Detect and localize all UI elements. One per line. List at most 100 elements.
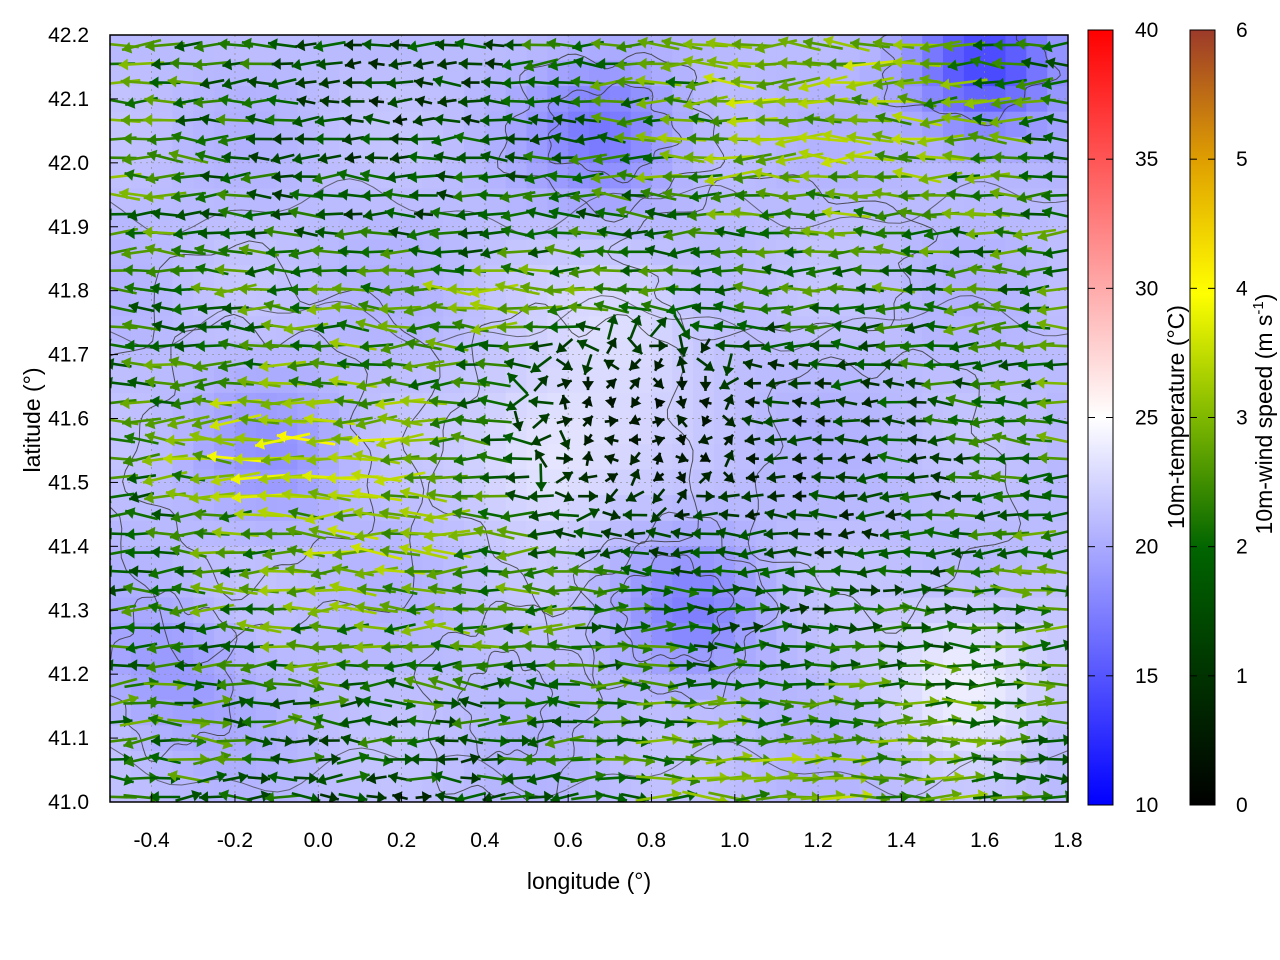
heatmap-cell [797, 111, 819, 138]
heatmap-cell [276, 648, 298, 675]
wind-label-close: ) [1251, 294, 1277, 302]
heatmap-cell [318, 648, 340, 675]
temperature-colorbar: 10 15 20 25 30 35 40 10m-temperature (°C) [1087, 19, 1189, 817]
wind-colorbar-label: 10m-wind speed (m s-1) [1250, 294, 1277, 535]
heatmap-cell [443, 60, 465, 87]
heatmap-cell [818, 341, 840, 368]
heatmap-cell [130, 35, 153, 62]
heatmap-cell [818, 392, 840, 420]
heatmap-cell [110, 35, 132, 62]
heatmap-cell [359, 316, 382, 343]
heatmap-cell [734, 444, 757, 471]
heatmap-cell [693, 597, 715, 624]
heatmap-cell [568, 290, 590, 317]
wind-label-main: 10m-wind speed (m s [1251, 315, 1277, 535]
heatmap-cell [838, 239, 861, 266]
heatmap-cell [110, 648, 132, 675]
x-tick-label: 1.6 [970, 829, 999, 852]
y-tick-label: 41.0 [48, 791, 89, 814]
heatmap-cell [484, 188, 507, 215]
heatmap-cell [318, 316, 340, 343]
heatmap-cell [172, 239, 194, 266]
heatmap-cell [776, 367, 798, 394]
heatmap-cell [255, 188, 278, 215]
heatmap-cell [193, 674, 215, 701]
heatmap-cell [609, 674, 632, 701]
heatmap-cell [151, 35, 174, 62]
heatmap-cell [672, 725, 694, 752]
heatmap-cell [568, 392, 590, 420]
heatmap-cell [922, 495, 944, 522]
heatmap-cell [380, 674, 403, 701]
heatmap-cell [172, 699, 194, 726]
heatmap-cell [901, 392, 923, 420]
heatmap-cell [318, 750, 340, 778]
heatmap-cell [464, 111, 486, 138]
heatmap-cell [505, 469, 528, 496]
heatmap-cell [734, 674, 757, 701]
heatmap-cell [776, 648, 798, 675]
heatmap-cell [130, 674, 153, 701]
heatmap-cell [172, 776, 194, 802]
heatmap-cell [984, 367, 1007, 394]
heatmap-cell [651, 444, 673, 471]
y-tick-label: 41.2 [48, 663, 89, 686]
wind-colorbar-tick-label: 1 [1236, 665, 1248, 688]
y-tick-label: 41.3 [48, 599, 89, 622]
heatmap-cell [818, 725, 840, 752]
heatmap-cell [901, 674, 923, 701]
heatmap-cell [859, 648, 882, 675]
heatmap-cell [526, 367, 548, 394]
heatmap-cell [963, 265, 986, 292]
heatmap-cell [130, 623, 153, 650]
heatmap-cell [609, 367, 632, 394]
heatmap-cell [505, 750, 528, 778]
heatmap-cell [464, 597, 486, 624]
heatmap-cell [193, 392, 215, 420]
heatmap-cell [443, 162, 465, 189]
heatmap-cell [714, 214, 736, 241]
heatmap-cell [130, 111, 153, 138]
heatmap-cell [880, 699, 902, 726]
heatmap-cell [276, 86, 298, 113]
heatmap-cell [568, 623, 590, 650]
heatmap-cell [151, 674, 174, 701]
heatmap-cell [318, 290, 340, 317]
heatmap-cell [963, 418, 986, 445]
heatmap-cell [484, 392, 507, 420]
y-tick-label: 42.2 [48, 24, 89, 47]
heatmap-cell [235, 35, 257, 62]
heatmap-cell [1047, 571, 1068, 599]
x-tick-label: -0.4 [134, 829, 171, 852]
heatmap-cell [859, 699, 882, 726]
heatmap-cell [1005, 290, 1027, 317]
heatmap-cell [693, 392, 715, 420]
heatmap-cell [255, 316, 278, 343]
heatmap-cell [963, 188, 986, 215]
heatmap-cell [922, 418, 944, 445]
x-tick-label: 0.4 [470, 829, 500, 852]
heatmap-cell [235, 546, 257, 573]
heatmap-cell [547, 290, 569, 317]
heatmap-cell [172, 418, 194, 445]
heatmap-cell [318, 35, 340, 62]
heatmap-cell [693, 699, 715, 726]
heatmap-cell [589, 392, 611, 420]
heatmap-cell [401, 750, 423, 778]
heatmap-cell [422, 750, 444, 778]
heatmap-cell [339, 60, 361, 87]
heatmap-cell [1026, 674, 1048, 701]
heatmap-cell [922, 750, 944, 778]
temperature-colorbar-tick-label: 30 [1135, 277, 1158, 300]
heatmap-cell [380, 214, 403, 241]
heatmap-cell [797, 546, 819, 573]
heatmap-cell [276, 750, 298, 778]
heatmap-cell [963, 137, 986, 164]
heatmap-cell [776, 392, 798, 420]
heatmap-cell [880, 571, 902, 599]
heatmap-cell [401, 392, 423, 420]
x-tick-label: 1.2 [803, 829, 832, 852]
heatmap-cell [505, 316, 528, 343]
heatmap-cell [339, 750, 361, 778]
